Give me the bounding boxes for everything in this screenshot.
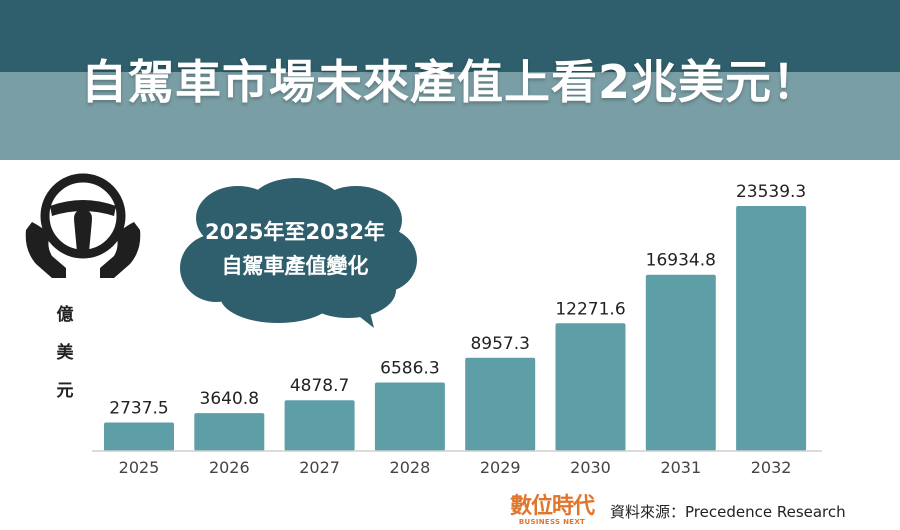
callout-line-1: 2025年至2032年 bbox=[205, 220, 385, 244]
bar-2027 bbox=[284, 400, 355, 451]
header-banner-bottom bbox=[0, 72, 900, 160]
value-label-2030: 12271.6 bbox=[555, 299, 625, 319]
x-tick-2032: 2032 bbox=[751, 458, 792, 477]
footer: 數位時代 BUSINESS NEXT 資料來源：Precedence Resea… bbox=[510, 494, 846, 528]
brand-logo: 數位時代 BUSINESS NEXT bbox=[510, 494, 595, 526]
bar-2029 bbox=[465, 357, 536, 451]
x-tick-2027: 2027 bbox=[299, 458, 340, 477]
bar-2031 bbox=[645, 274, 716, 451]
value-label-2032: 23539.3 bbox=[736, 182, 806, 202]
value-label-2029: 8957.3 bbox=[470, 334, 529, 354]
bar-2028 bbox=[374, 382, 445, 451]
x-tick-2029: 2029 bbox=[480, 458, 521, 477]
value-label-2026: 3640.8 bbox=[200, 389, 259, 409]
bar-2030 bbox=[555, 323, 626, 451]
x-tick-2025: 2025 bbox=[119, 458, 160, 477]
header-banner-top bbox=[0, 0, 900, 72]
logo-sub-text: BUSINESS NEXT bbox=[518, 518, 586, 526]
hands-icon bbox=[25, 222, 141, 278]
callout-text: 2025年至2032年 自駕車產值變化 bbox=[190, 215, 400, 283]
logo-main-text: 數位時代 bbox=[510, 494, 595, 519]
value-label-2025: 2737.5 bbox=[109, 399, 168, 419]
value-label-2031: 16934.8 bbox=[646, 251, 716, 271]
callout-line-2: 自駕車產值變化 bbox=[221, 254, 369, 278]
unit-char-3: 元 bbox=[56, 381, 74, 401]
speech-bubble bbox=[180, 178, 417, 328]
source-credit: 資料來源：Precedence Research bbox=[610, 502, 846, 521]
x-tick-2026: 2026 bbox=[209, 458, 250, 477]
bar-2025 bbox=[104, 422, 174, 451]
y-axis-unit: 億 美 元 bbox=[50, 296, 80, 410]
value-label-2027: 4878.7 bbox=[290, 376, 349, 396]
value-label-2028: 6586.3 bbox=[380, 358, 439, 378]
x-tick-2031: 2031 bbox=[660, 458, 701, 477]
bar-2026 bbox=[194, 413, 265, 451]
bar-2032 bbox=[736, 206, 807, 451]
unit-char-2: 美 bbox=[56, 343, 74, 363]
x-tick-2030: 2030 bbox=[570, 458, 611, 477]
unit-char-1: 億 bbox=[56, 305, 74, 325]
x-tick-2028: 2028 bbox=[390, 458, 431, 477]
steering-wheel-icon bbox=[25, 173, 141, 278]
page-title: 自駕車市場未來產值上看2兆美元！ bbox=[80, 55, 819, 109]
